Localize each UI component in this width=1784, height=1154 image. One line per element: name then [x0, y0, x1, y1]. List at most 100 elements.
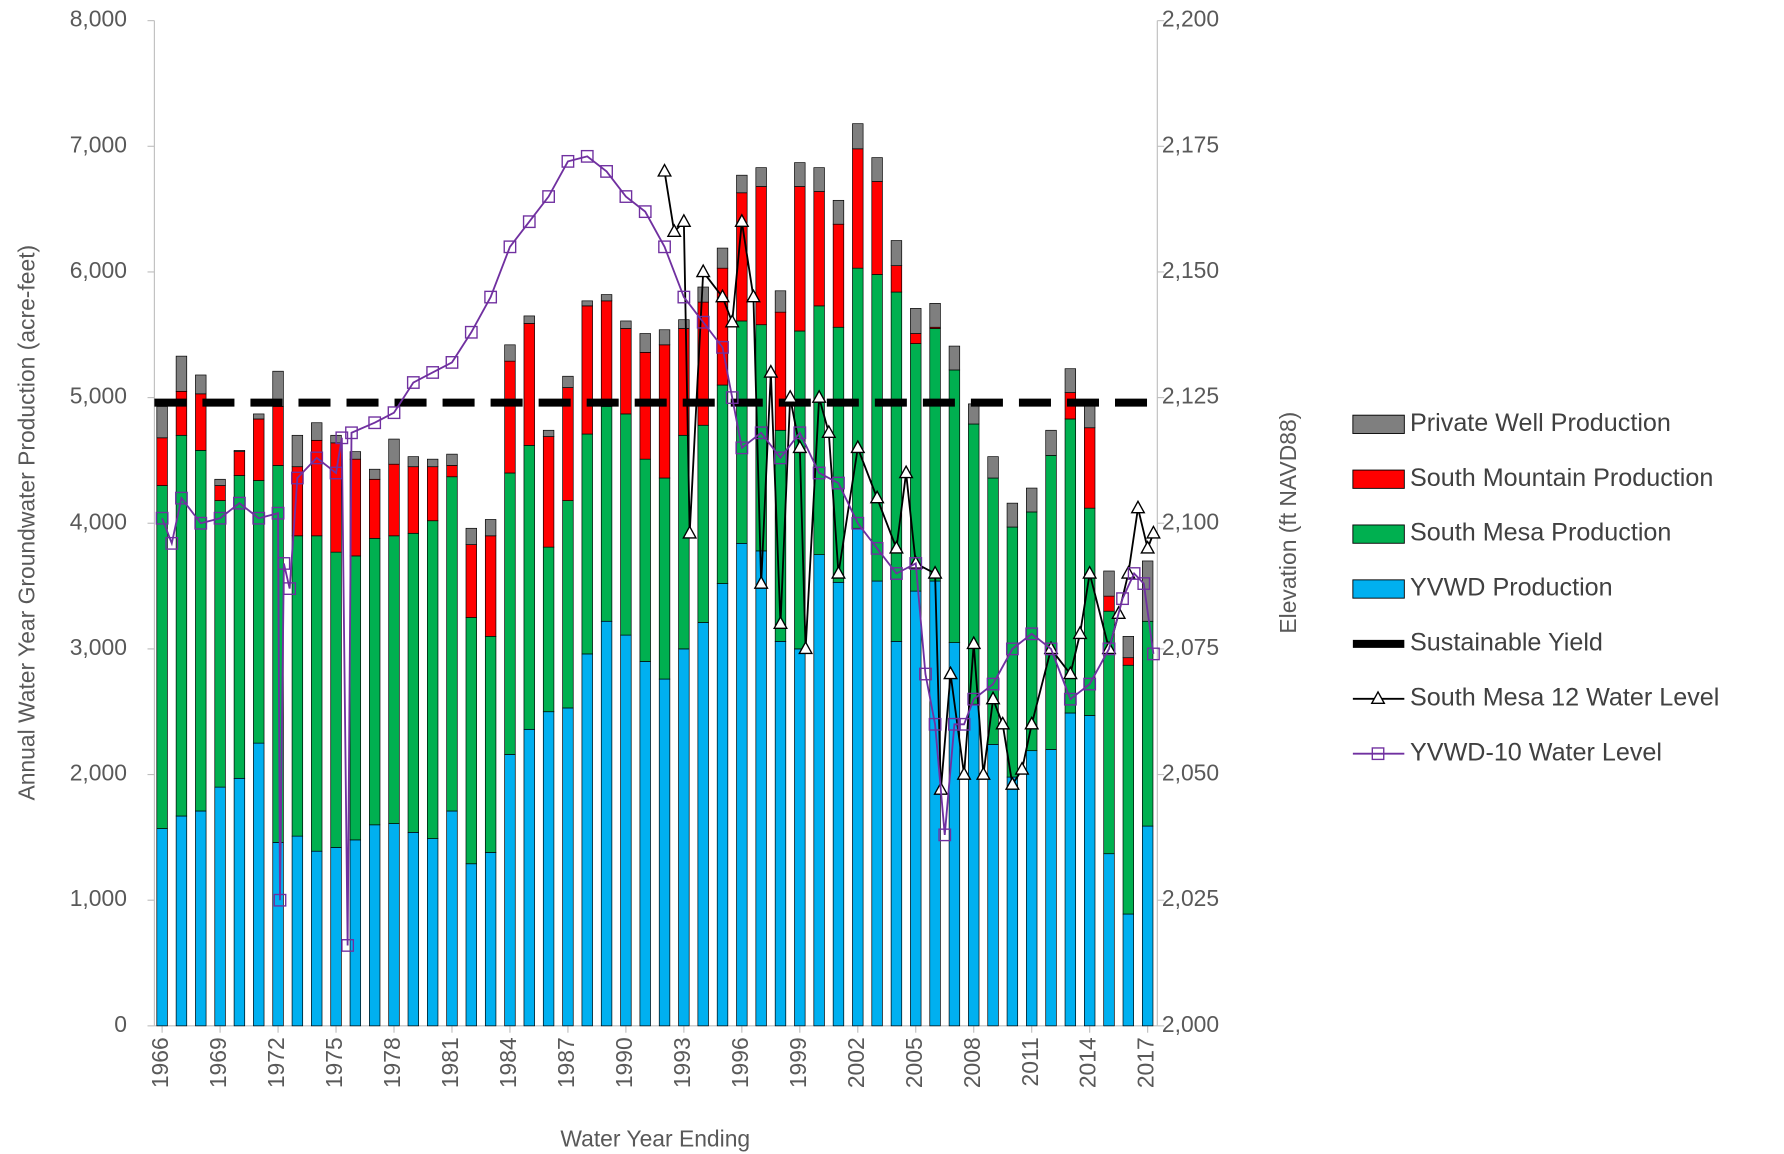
bar [774, 641, 787, 1027]
bar [233, 777, 246, 1027]
bar [407, 832, 419, 1027]
x-axis-title: Water Year Ending [560, 1125, 750, 1151]
marker [851, 516, 865, 530]
bar [523, 315, 535, 324]
y-tick-label: 4,000 [70, 508, 127, 534]
marker [1102, 642, 1116, 656]
x-tick-label: 1969 [205, 1037, 231, 1088]
bar [407, 456, 419, 468]
marker [165, 536, 179, 550]
marker [252, 511, 266, 525]
marker [426, 366, 440, 379]
bar [311, 439, 323, 537]
marker [793, 426, 807, 440]
marker [600, 165, 613, 178]
bar [330, 442, 342, 553]
bar [1006, 776, 1019, 1027]
marker [782, 389, 798, 403]
bar [465, 617, 477, 865]
bar [948, 369, 961, 643]
bar [716, 247, 729, 269]
bar [291, 535, 304, 837]
marker [774, 451, 787, 465]
marker [888, 540, 904, 554]
bar [1006, 526, 1019, 778]
y-tick-label: 3,000 [70, 634, 127, 660]
bar [1122, 635, 1134, 659]
bar [272, 842, 284, 1027]
bar [465, 527, 477, 545]
bar [504, 472, 516, 755]
bar [253, 418, 265, 481]
bar [832, 223, 845, 328]
marker [956, 766, 972, 780]
bar [658, 678, 671, 1027]
marker [850, 439, 866, 454]
bar [156, 406, 168, 439]
bar [774, 290, 787, 313]
bar [253, 742, 265, 1027]
bar [755, 186, 767, 326]
bar [755, 550, 767, 1027]
bar [369, 824, 381, 1027]
bar [697, 424, 709, 623]
y2-tick-label: 2,200 [1162, 6, 1219, 32]
x-tick-label: 2005 [901, 1037, 927, 1088]
marker [657, 163, 672, 177]
bar [195, 450, 207, 812]
bar [910, 333, 922, 344]
marker [754, 426, 768, 440]
bar [214, 786, 226, 1027]
marker [831, 565, 846, 579]
bar [697, 301, 709, 426]
bar [852, 267, 864, 529]
bar [233, 451, 246, 476]
y2-tick-label: 2,025 [1162, 885, 1219, 911]
bar [620, 413, 632, 636]
marker [666, 223, 682, 237]
bar [852, 123, 864, 150]
bar [446, 465, 458, 478]
bar [658, 329, 671, 346]
bar [426, 466, 439, 522]
bar [910, 308, 922, 334]
bar [1026, 511, 1038, 752]
y2-tick-label: 2,175 [1162, 131, 1219, 157]
marker [155, 511, 169, 525]
legend-swatch [1352, 524, 1405, 544]
legend-swatch [1352, 414, 1405, 434]
x-tick-label: 2008 [959, 1037, 985, 1088]
bar [581, 305, 593, 435]
bar [581, 653, 593, 1027]
marker [1025, 627, 1039, 641]
marker [283, 582, 297, 595]
marker [927, 565, 943, 579]
y2-tick-label: 2,150 [1162, 257, 1219, 283]
bar [233, 475, 246, 779]
bar [175, 390, 188, 436]
marker [542, 190, 556, 203]
line [663, 171, 1155, 790]
bar [388, 535, 400, 824]
marker [310, 451, 324, 465]
bar [1084, 715, 1096, 1027]
y-tick-label: 6,000 [70, 257, 127, 283]
bar [1122, 913, 1134, 1027]
y-tick-label: 1,000 [70, 885, 127, 911]
bar [813, 191, 825, 307]
bar [1026, 487, 1038, 513]
marker [695, 263, 711, 278]
bar [852, 527, 864, 1027]
y2-tick-label: 2,050 [1162, 760, 1219, 786]
marker [619, 190, 633, 203]
bar [175, 355, 188, 392]
marker [1083, 677, 1097, 691]
bar [871, 157, 883, 182]
bar [349, 451, 362, 460]
bar [832, 199, 845, 225]
bar [948, 345, 961, 371]
x-tick-label: 1972 [263, 1037, 289, 1088]
marker [696, 315, 710, 329]
x-tick-label: 1996 [727, 1037, 753, 1088]
bar [195, 374, 207, 395]
